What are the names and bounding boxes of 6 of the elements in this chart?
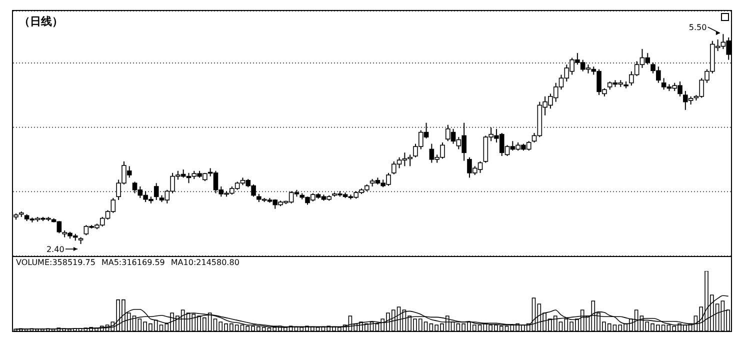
- text: 5.50: [688, 23, 707, 32]
- text: MA5:316169.59: [101, 258, 165, 267]
- text: VOLUME:358519.75: [16, 258, 96, 267]
- chart-title: （日线）: [19, 14, 63, 29]
- text: MA10:214580.80: [170, 258, 240, 267]
- text: 2.40: [46, 245, 64, 254]
